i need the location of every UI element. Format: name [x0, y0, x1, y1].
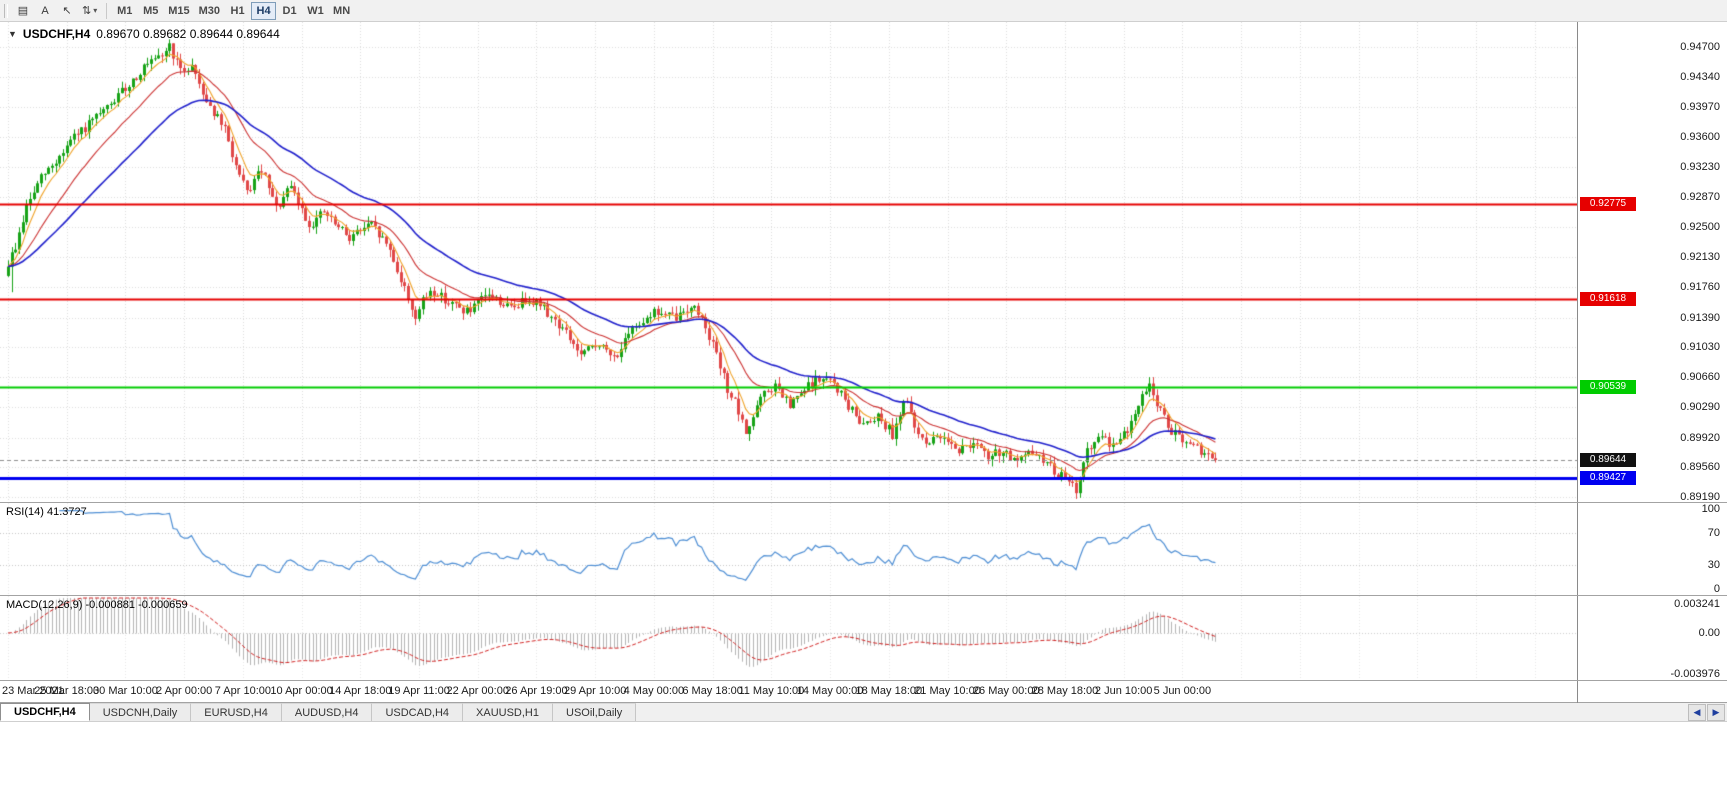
- timeframe-h1-button[interactable]: H1: [225, 2, 250, 20]
- macd-label: MACD(12,26,9) -0.000881 -0.000659: [6, 599, 188, 611]
- time-axis-label: 30 Mar 10:00: [93, 685, 158, 697]
- rsi-panel: RSI(14) 41.3727 100 70 30 0: [0, 503, 1727, 596]
- time-axis-label: 7 Apr 10:00: [214, 685, 272, 697]
- time-axis-label: 2 Apr 00:00: [156, 685, 213, 697]
- price-tick-label: 0.89190: [1680, 491, 1720, 504]
- timeframe-m30-button[interactable]: M30: [195, 2, 224, 20]
- chart-tab-bar: USDCHF,H4 USDCNH,Daily EURUSD,H4 AUDUSD,H4 U…: [0, 703, 1727, 722]
- tab-eurusd-h4[interactable]: EURUSD,H4: [191, 703, 282, 721]
- price-tick-label: 0.93970: [1680, 100, 1720, 113]
- symbol-timeframe-text: USDCHF,H4: [22, 27, 91, 41]
- tab-usdcnh-daily[interactable]: USDCNH,Daily: [89, 703, 192, 721]
- toolbar: ▤ A ↖ ⇅ ▾ M1 M5 M15 M30 H1 H4 D1 W1 MN: [0, 0, 1727, 22]
- timeframe-m5-button[interactable]: M5: [138, 2, 163, 20]
- rsi-canvas[interactable]: [0, 503, 1577, 595]
- time-axis-label: 18 May 18:00: [855, 685, 923, 697]
- collapse-triangle-icon[interactable]: ▼: [8, 29, 17, 39]
- tab-usoil-daily[interactable]: USOil,Daily: [553, 703, 637, 721]
- tab-scroll-right-icon[interactable]: ▶: [1707, 703, 1725, 721]
- time-axis-label: 5 Jun 00:00: [1153, 685, 1212, 697]
- scale-border: [1577, 681, 1578, 703]
- vertical-scale-tool-icon[interactable]: ⇅ ▾: [78, 2, 101, 20]
- toolbar-separator: [106, 2, 108, 19]
- time-axis-label: 22 Apr 00:00: [446, 685, 509, 697]
- hline-price-badge: 0.90539: [1580, 379, 1636, 394]
- time-axis-label: 19 Apr 11:00: [388, 685, 450, 697]
- time-axis-label: 10 Apr 00:00: [270, 685, 333, 697]
- current-price-badge: 0.89644: [1580, 453, 1636, 468]
- price-tick-label: 0.92870: [1680, 190, 1720, 203]
- time-axis-label: 26 Apr 19:00: [505, 685, 568, 697]
- bottom-empty-area: [0, 722, 1727, 793]
- rsi-tick-label: 30: [1707, 559, 1720, 571]
- price-tick-label: 0.91390: [1680, 311, 1720, 324]
- timeframe-m15-button[interactable]: M15: [164, 2, 193, 20]
- time-axis[interactable]: 23 Mar 2021 25 Mar 18:00 30 Mar 10:00 2 Apr…: [0, 681, 1727, 703]
- price-tick-label: 0.91030: [1680, 340, 1720, 353]
- price-tick-label: 0.89560: [1680, 460, 1720, 473]
- macd-canvas[interactable]: [0, 596, 1577, 680]
- time-axis-label: 28 May 18:00: [1031, 685, 1099, 697]
- timeframe-m1-button[interactable]: M1: [112, 2, 137, 20]
- time-axis-label: 23 Mar 2021: [2, 685, 64, 697]
- time-axis-label: 11 May 10:00: [738, 685, 805, 697]
- tab-scroll-arrows: ◀ ▶: [1687, 703, 1727, 721]
- time-axis-label: 4 May 00:00: [623, 685, 685, 697]
- hline-price-badge: 0.92775: [1580, 197, 1636, 212]
- timeframe-d1-button[interactable]: D1: [277, 2, 302, 20]
- price-tick-label: 0.93230: [1680, 161, 1720, 174]
- hline-price-badge: 0.89427: [1580, 470, 1636, 485]
- macd-tick-label: 0.00: [1698, 627, 1720, 639]
- tab-scroll-left-icon[interactable]: ◀: [1688, 703, 1706, 721]
- time-axis-label: 14 May 00:00: [796, 685, 864, 697]
- price-chart-panel: ▼ USDCHF,H4 0.89670 0.89682 0.89644 0.89…: [0, 22, 1727, 503]
- time-axis-label: 21 May 10:00: [914, 685, 981, 697]
- timeframe-mn-button[interactable]: MN: [329, 2, 354, 20]
- rsi-tick-label: 70: [1707, 527, 1720, 539]
- rsi-tick-label: 0: [1713, 583, 1720, 595]
- price-chart-canvas[interactable]: [0, 22, 1577, 502]
- rsi-label: RSI(14) 41.3727: [6, 506, 87, 518]
- macd-scale[interactable]: 0.003241 0.00 -0.003976: [1577, 596, 1727, 680]
- macd-tick-label: -0.003976: [1670, 667, 1720, 680]
- timeframe-h4-button[interactable]: H4: [251, 1, 277, 20]
- time-axis-label: 26 May 00:00: [972, 685, 1040, 697]
- tab-usdcad-h4[interactable]: USDCAD,H4: [372, 703, 464, 721]
- tab-audusd-h4[interactable]: AUDUSD,H4: [281, 703, 373, 721]
- charts-grid-icon[interactable]: ▤: [12, 2, 34, 20]
- symbol-ohlc-label: ▼ USDCHF,H4 0.89670 0.89682 0.89644 0.89…: [8, 27, 280, 41]
- toolbar-handle[interactable]: [4, 3, 8, 18]
- macd-panel: MACD(12,26,9) -0.000881 -0.000659 0.0032…: [0, 596, 1727, 681]
- price-tick-label: 0.91760: [1680, 281, 1720, 294]
- time-axis-label: 14 Apr 18:00: [329, 685, 392, 697]
- ohlc-values-text: 0.89670 0.89682 0.89644 0.89644: [96, 27, 280, 41]
- time-axis-label: 29 Apr 10:00: [563, 685, 627, 697]
- price-scale[interactable]: 0.94700 0.94340 0.93970 0.93600 0.93230 0.928…: [1577, 22, 1727, 504]
- macd-tick-label: 0.003241: [1674, 598, 1720, 610]
- text-tool-icon[interactable]: A: [34, 2, 56, 20]
- rsi-scale[interactable]: 100 70 30 0: [1577, 503, 1727, 595]
- hline-price-badge: 0.91618: [1580, 291, 1636, 306]
- price-tick-label: 0.94700: [1680, 41, 1720, 54]
- dropdown-caret-icon[interactable]: ▾: [93, 6, 98, 15]
- price-tick-label: 0.92130: [1680, 251, 1720, 264]
- tab-usdchf-h4[interactable]: USDCHF,H4: [0, 703, 90, 721]
- tab-xauusd-h1[interactable]: XAUUSD,H1: [463, 703, 553, 721]
- cursor-tool-icon[interactable]: ↖: [56, 2, 78, 20]
- rsi-tick-label: 100: [1701, 503, 1720, 515]
- timeframe-w1-button[interactable]: W1: [303, 2, 328, 20]
- time-axis-label: 6 May 18:00: [682, 685, 743, 697]
- price-tick-label: 0.92500: [1680, 220, 1720, 233]
- price-tick-label: 0.94340: [1680, 70, 1720, 83]
- price-tick-label: 0.93600: [1680, 131, 1720, 144]
- price-tick-label: 0.90660: [1680, 371, 1720, 384]
- price-tick-label: 0.89920: [1680, 431, 1720, 444]
- time-axis-label: 25 Mar 18:00: [34, 685, 100, 697]
- price-tick-label: 0.90290: [1680, 401, 1720, 414]
- time-axis-label: 2 Jun 10:00: [1094, 685, 1153, 697]
